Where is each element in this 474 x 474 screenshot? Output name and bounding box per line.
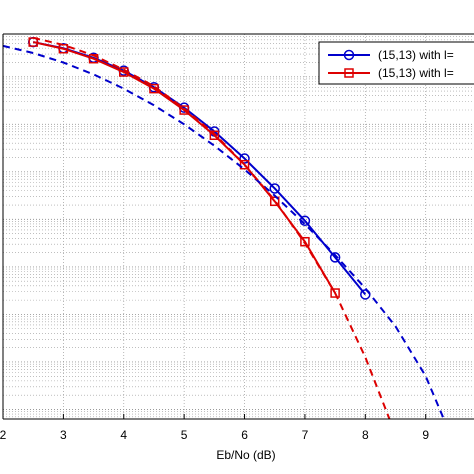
x-tick-label-3: 5	[181, 428, 188, 442]
series-layer	[2, 36, 445, 420]
series-1-point-10	[329, 252, 341, 263]
x-tick-label-4: 6	[241, 428, 248, 442]
x-axis-label: Eb/No (dB)	[216, 448, 275, 462]
x-tick-label-7: 9	[422, 428, 429, 442]
series-1-point-8	[269, 183, 280, 194]
series-2-point-9	[300, 236, 310, 247]
series-2-point-5	[179, 105, 189, 115]
series-2-point-6	[209, 130, 220, 140]
legend-marker-circle	[343, 49, 355, 61]
x-tick-label-6: 8	[362, 428, 369, 442]
legend-label-series-2: (15,13) with l=	[378, 66, 454, 80]
x-tick-labels: 2 3 4 5 6 7 8 9	[0, 414, 429, 442]
series-1-point-7	[239, 153, 250, 164]
x-tick-label-2: 4	[120, 428, 127, 442]
series-2-point-8	[269, 196, 280, 207]
series-2-point-10	[330, 288, 340, 298]
legend-marker-square	[344, 68, 354, 78]
x-tick-label-0: 2	[0, 428, 7, 442]
series-3-line	[2, 44, 445, 420]
series-1-point-11	[360, 289, 371, 300]
legend: (15,13) with l= (15,13) with l=	[318, 41, 474, 85]
x-tick-label-5: 7	[302, 428, 309, 442]
series-2-point-7	[239, 159, 250, 170]
legend-label-series-1: (15,13) with l=	[378, 48, 454, 62]
axes	[2, 33, 474, 420]
grid	[2, 34, 474, 419]
x-tick-label-1: 3	[60, 428, 67, 442]
series-4-line	[32, 36, 391, 420]
